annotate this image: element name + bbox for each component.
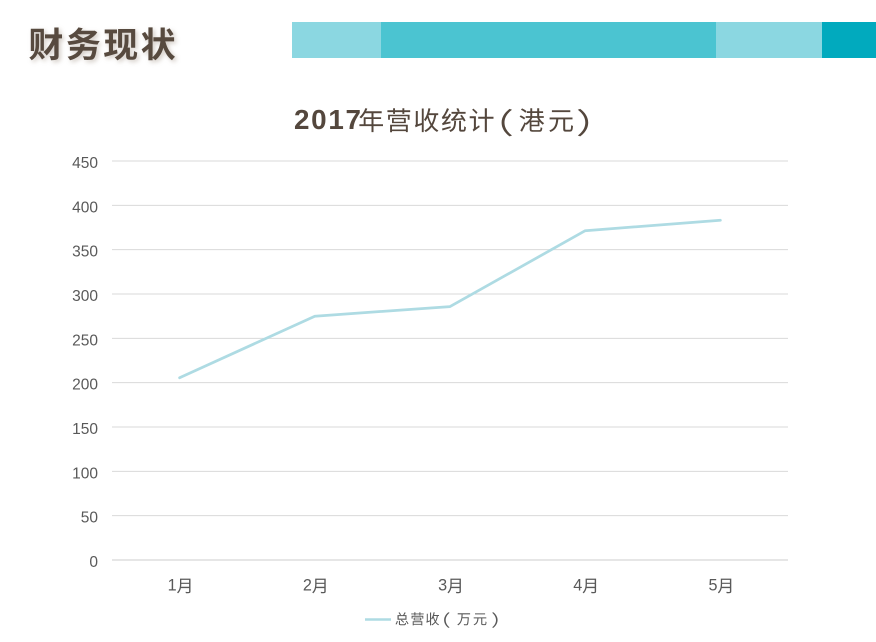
svg-text:0: 0	[89, 554, 98, 571]
svg-text:50: 50	[81, 510, 99, 527]
svg-text:150: 150	[72, 421, 98, 438]
svg-text:250: 250	[72, 332, 98, 349]
svg-text:400: 400	[72, 199, 98, 216]
svg-text:4: 4	[573, 577, 582, 595]
svg-text:2017: 2017	[294, 104, 361, 135]
svg-text:350: 350	[72, 244, 98, 261]
svg-text:3: 3	[438, 577, 447, 595]
svg-text:1: 1	[168, 577, 177, 595]
svg-text:450: 450	[72, 155, 98, 172]
svg-text:2: 2	[303, 577, 312, 595]
svg-text:5: 5	[708, 577, 717, 595]
svg-text:200: 200	[72, 377, 98, 394]
svg-text:100: 100	[72, 465, 98, 482]
svg-text:300: 300	[72, 288, 98, 305]
